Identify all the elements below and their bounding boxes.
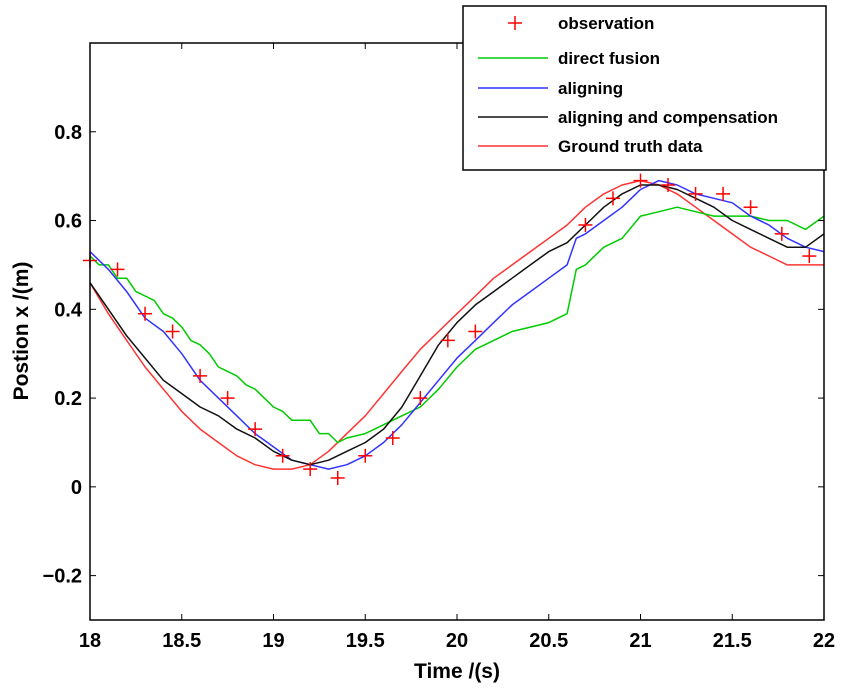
series-ground-truth-data [89, 179, 824, 470]
observation-point [248, 422, 263, 437]
observation-point [743, 200, 758, 215]
legend-entry-ground-truth: Ground truth data [478, 137, 703, 156]
series-line-ground-truth-data [89, 179, 824, 470]
observation-point [716, 186, 731, 201]
observation-point [303, 462, 318, 477]
observation-point [138, 306, 153, 321]
y-tick-label: 0.2 [54, 388, 82, 410]
observation-point [468, 324, 483, 339]
observation-point [688, 186, 703, 201]
observation-point [165, 324, 180, 339]
series-layer [83, 173, 825, 485]
series-line-direct-fusion [89, 206, 825, 444]
legend-label-observation: observation [558, 14, 654, 33]
legend-entry-aligning: aligning [478, 79, 623, 98]
observation-point [275, 448, 290, 463]
observation-point [440, 333, 455, 348]
observation-point [413, 391, 428, 406]
x-tick-label: 18 [79, 630, 101, 652]
series-observation [83, 173, 817, 485]
legend: observation direct fusion aligning align… [462, 5, 827, 171]
series-line-aligning-and-compensation [89, 184, 825, 466]
y-tick-label: 0 [71, 477, 82, 499]
y-tick-label: 0.4 [54, 299, 83, 321]
y-tick-label: 0.8 [54, 122, 82, 144]
observation-point [193, 368, 208, 383]
observation-point [330, 470, 345, 485]
y-tick-label: 0.6 [54, 211, 82, 233]
x-tick-label: 19.5 [346, 630, 385, 652]
series-direct-fusion [89, 206, 825, 444]
y-axis-title: Postion x /(m) [10, 262, 33, 401]
observation-point [358, 448, 373, 463]
x-tick-label: 20 [446, 630, 468, 652]
observation-point [605, 191, 620, 206]
legend-entry-observation: observation [508, 14, 654, 33]
x-tick-label: 20.5 [529, 630, 568, 652]
observation-point [802, 249, 817, 264]
observation-point [661, 178, 676, 193]
observation-point [110, 262, 125, 277]
legend-label-aligning-and-compensation: aligning and compensation [558, 108, 778, 127]
legend-label-ground-truth: Ground truth data [558, 137, 703, 156]
tick-layer: 18 18.5 19 19.5 20 20.5 21 21.5 22 −0.2 0 0.2 0.4 0.6… [43, 43, 835, 652]
y-tick-label: −0.2 [43, 566, 82, 588]
observation-point [774, 226, 789, 241]
x-tick-label: 21 [629, 630, 651, 652]
legend-label-aligning: aligning [558, 79, 623, 98]
observation-point [385, 431, 400, 446]
series-aligning-and-compensation [89, 184, 825, 466]
legend-symbol-observation [508, 16, 522, 30]
observation-point [578, 217, 593, 232]
observation-point [220, 391, 235, 406]
x-tick-label: 18.5 [162, 630, 201, 652]
x-axis-title: Time /(s) [414, 660, 500, 683]
legend-entry-direct-fusion: direct fusion [478, 49, 660, 68]
legend-label-direct-fusion: direct fusion [558, 49, 660, 68]
x-tick-label: 19 [262, 630, 284, 652]
x-tick-label: 22 [813, 630, 835, 652]
x-tick-label: 21.5 [713, 630, 752, 652]
observation-point [633, 173, 648, 188]
legend-entry-aligning-and-compensation: aligning and compensation [478, 108, 778, 127]
